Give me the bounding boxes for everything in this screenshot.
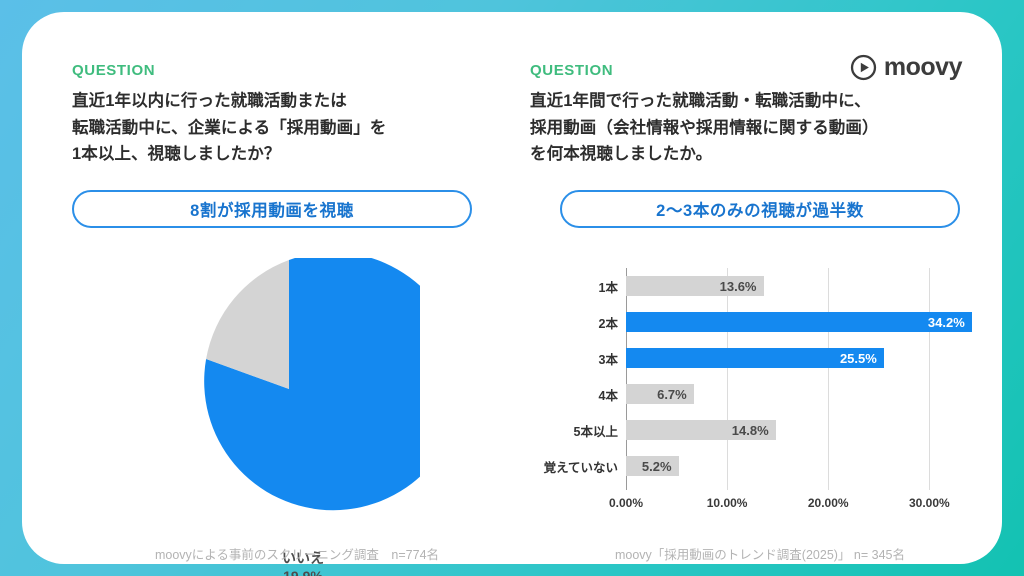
pie-slice-yes — [204, 258, 420, 511]
bar-value-label: 6.7% — [657, 386, 687, 402]
bar: 34.2% — [626, 312, 972, 332]
bar: 13.6% — [626, 276, 764, 296]
pie-chart: いいえ 19.9% はい 80.1% — [72, 258, 522, 576]
bar-value-label: 14.8% — [731, 422, 769, 438]
right-question-label: QUESTION — [530, 62, 614, 79]
bar-track: 25.5% — [626, 340, 990, 376]
pie-slice-no — [206, 260, 289, 389]
bar-value-label: 5.2% — [641, 458, 672, 474]
x-axis-tick-label: 20.00% — [807, 496, 849, 510]
left-question-text: 直近1年以内に行った就職活動または 転職活動中に、企業による「採用動画」を 1本… — [72, 92, 387, 164]
bar: 14.8% — [626, 420, 776, 440]
left-question-label: QUESTION — [72, 62, 156, 79]
x-axis-tick-label: 30.00% — [908, 496, 950, 510]
bar: 5.2% — [626, 456, 679, 476]
right-highlight-pill: 2〜3本のみの視聴が過半数 — [560, 190, 960, 229]
bar: 25.5% — [626, 348, 884, 368]
bar-row: 4本 6.7% — [530, 376, 990, 412]
bar-track: 13.6% — [626, 268, 990, 304]
bar-track: 5.2% — [626, 448, 990, 484]
bar-chart-plot: 1本 13.6% 2本 34.2% 3本 25.5% 4本 6.7% 5本以上 14.8% 覚えてい… — [530, 258, 990, 520]
bar: 6.7% — [626, 384, 694, 404]
bar-chart: 1本 13.6% 2本 34.2% 3本 25.5% 4本 6.7% 5本以上 14.8% 覚えてい… — [530, 258, 990, 520]
bar-track: 14.8% — [626, 412, 990, 448]
pie-chart-svg — [204, 258, 420, 511]
grid-line-0 — [626, 268, 627, 490]
bar-category-label: 2本 — [598, 316, 618, 331]
bar-row: 2本 34.2% — [530, 304, 990, 340]
moovy-logo: moovy — [850, 53, 963, 81]
bar-category-label: 1本 — [598, 280, 618, 295]
x-axis-tick-label: 0.00% — [608, 496, 644, 510]
left-panel: QUESTION 直近1年以内に行った就職活動または 転職活動中に、企業による「… — [72, 62, 522, 229]
bar-category-label: 5本以上 — [573, 424, 618, 439]
bar-value-label: 34.2% — [927, 314, 965, 330]
right-panel: QUESTION 直近1年間で行った就職活動・転職活動中に、 採用動画（会社情報… — [530, 62, 990, 229]
left-footnote: moovyによる事前のスクリーニング調査 n=774名 — [154, 548, 440, 562]
grid-line-20 — [828, 268, 830, 490]
brand-name: moovy — [883, 53, 963, 81]
bar-row: 3本 25.5% — [530, 340, 990, 376]
right-question-text: 直近1年間で行った就職活動・転職活動中に、 採用動画（会社情報や採用情報に関する… — [530, 92, 879, 164]
bar-value-label: 25.5% — [839, 350, 877, 366]
bar-value-label: 13.6% — [719, 278, 757, 294]
x-axis-tick-label: 10.00% — [706, 496, 748, 510]
bar-row: 5本以上 14.8% — [530, 412, 990, 448]
left-highlight-pill: 8割が採用動画を視聴 — [72, 190, 472, 229]
bar-track: 34.2% — [626, 304, 990, 340]
grid-line-30 — [929, 268, 931, 490]
bar-category-label: 3本 — [598, 352, 618, 367]
bar-row: 覚えていない 5.2% — [530, 448, 990, 484]
content-card: moovy QUESTION 直近1年以内に行った就職活動または 転職活動中に、… — [22, 12, 1002, 576]
bar-category-label: 4本 — [598, 388, 618, 403]
bar-track: 6.7% — [626, 376, 990, 412]
bar-category-label: 覚えていない — [543, 460, 618, 475]
play-circle-icon — [850, 54, 877, 81]
grid-line-10 — [727, 268, 729, 490]
pie-label-no: いいえ 19.9% — [282, 550, 324, 576]
bar-row: 1本 13.6% — [530, 268, 990, 304]
right-footnote: moovy「採用動画のトレンド調査(2025)」 n= 345名 — [614, 548, 905, 562]
